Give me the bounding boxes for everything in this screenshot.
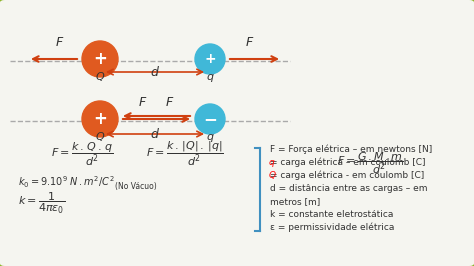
Text: q: q [269,158,275,167]
Text: $F = \dfrac{k\,.\,|Q|\,.\,|q|}{d^2}$: $F = \dfrac{k\,.\,|Q|\,.\,|q|}{d^2}$ [146,140,224,168]
Text: d = distância entre as cargas – em: d = distância entre as cargas – em [270,184,428,193]
Text: (No Vácuo): (No Vácuo) [115,182,157,191]
Circle shape [195,104,225,134]
Text: ε = permissividade elétrica: ε = permissividade elétrica [270,222,394,232]
Text: metros [m]: metros [m] [270,197,320,206]
Text: $F = \dfrac{k\,.\,Q\,.\,q}{d^2}$: $F = \dfrac{k\,.\,Q\,.\,q}{d^2}$ [51,141,113,168]
Text: = carga elétrica - em coulomb [C]: = carga elétrica - em coulomb [C] [270,171,424,180]
Text: +: + [204,52,216,66]
Text: $k_0 = 9.10^9\ N\,.m^2/C^2$: $k_0 = 9.10^9\ N\,.m^2/C^2$ [18,174,115,190]
Text: Q: Q [269,171,276,180]
Text: $F = \dfrac{G\,.M\,.m}{d^2}$: $F = \dfrac{G\,.M\,.m}{d^2}$ [337,151,403,176]
Text: $q$: $q$ [206,132,214,144]
Text: = carga elétrica – em coulomb [C]: = carga elétrica – em coulomb [C] [270,157,426,167]
Text: $Q$: $Q$ [95,70,105,83]
Text: −: − [203,110,217,128]
Text: $F$: $F$ [55,36,64,49]
Text: $k = \dfrac{1}{4\pi\epsilon_0}$: $k = \dfrac{1}{4\pi\epsilon_0}$ [18,191,65,216]
Text: $F$: $F$ [246,36,255,49]
Text: $F$: $F$ [138,96,148,109]
Text: +: + [93,110,107,128]
Text: $F$: $F$ [165,96,175,109]
Text: +: + [93,50,107,68]
Text: $q$: $q$ [206,72,214,84]
Text: k = constante eletrostática: k = constante eletrostática [270,210,393,219]
Circle shape [82,101,118,137]
Circle shape [82,41,118,77]
Text: $d$: $d$ [150,127,160,141]
Circle shape [195,44,225,74]
Text: $d$: $d$ [150,65,160,79]
Text: F = Força elétrica – em newtons [N]: F = Força elétrica – em newtons [N] [270,144,432,154]
Text: $Q$: $Q$ [95,130,105,143]
